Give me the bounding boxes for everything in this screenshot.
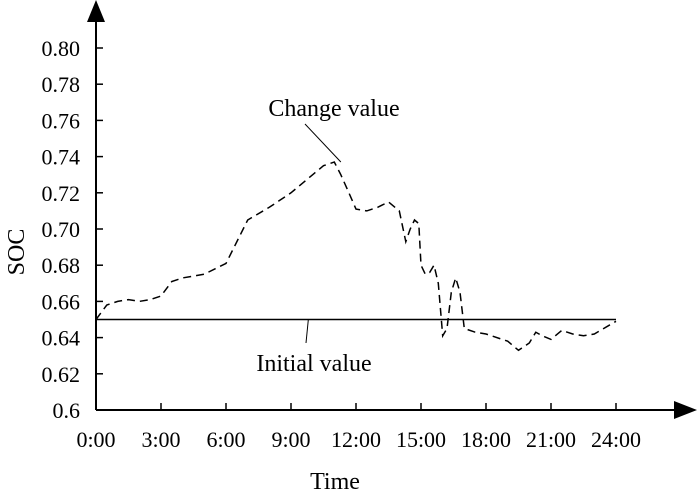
change-value-line bbox=[95, 161, 617, 352]
y-axis-arrow-icon bbox=[87, 0, 105, 22]
initial-value-leader bbox=[305, 319, 309, 344]
x-tick-label: 24:00 bbox=[591, 427, 641, 452]
series-layer bbox=[95, 161, 617, 352]
y-tick-label: 0.74 bbox=[42, 145, 81, 170]
y-tick-label: 0.80 bbox=[42, 36, 81, 61]
x-tick-label: 18:00 bbox=[461, 427, 511, 452]
y-tick-label: 0.70 bbox=[42, 217, 81, 242]
y-tick-label: 0.66 bbox=[42, 289, 81, 314]
change-value-leader bbox=[304, 123, 342, 163]
y-axis: 0.6 0.62 0.64 0.66 0.68 0.70 0.72 0.74 0.76 0.78 0… bbox=[42, 0, 105, 423]
x-axis-arrow-icon bbox=[674, 401, 697, 419]
x-tick-label: 6:00 bbox=[206, 427, 245, 452]
y-tick-label: 0.78 bbox=[42, 72, 81, 97]
x-tick-label: 9:00 bbox=[271, 427, 310, 452]
x-tick-label: 12:00 bbox=[331, 427, 381, 452]
x-tick-label: 15:00 bbox=[396, 427, 446, 452]
y-tick-label: 0.62 bbox=[42, 362, 81, 387]
y-axis-title: SOC bbox=[4, 229, 30, 276]
x-tick-label: 3:00 bbox=[141, 427, 180, 452]
y-tick-label: 0.6 bbox=[53, 398, 81, 423]
y-tick-label: 0.76 bbox=[42, 108, 81, 133]
y-tick-label: 0.68 bbox=[42, 253, 81, 278]
y-tick-label: 0.64 bbox=[42, 326, 81, 351]
y-tick-label: 0.72 bbox=[42, 181, 81, 206]
x-tick-label: 21:00 bbox=[526, 427, 576, 452]
x-axis: 0:00 3:00 6:00 9:00 12:00 15:00 18:00 21:00 24:0… bbox=[76, 401, 697, 452]
annotation-layer: Change value Initial value bbox=[256, 96, 399, 377]
x-tick-label: 0:00 bbox=[76, 427, 115, 452]
x-axis-title: Time bbox=[310, 469, 360, 494]
initial-value-annotation: Initial value bbox=[256, 351, 371, 377]
change-value-annotation: Change value bbox=[268, 96, 399, 122]
